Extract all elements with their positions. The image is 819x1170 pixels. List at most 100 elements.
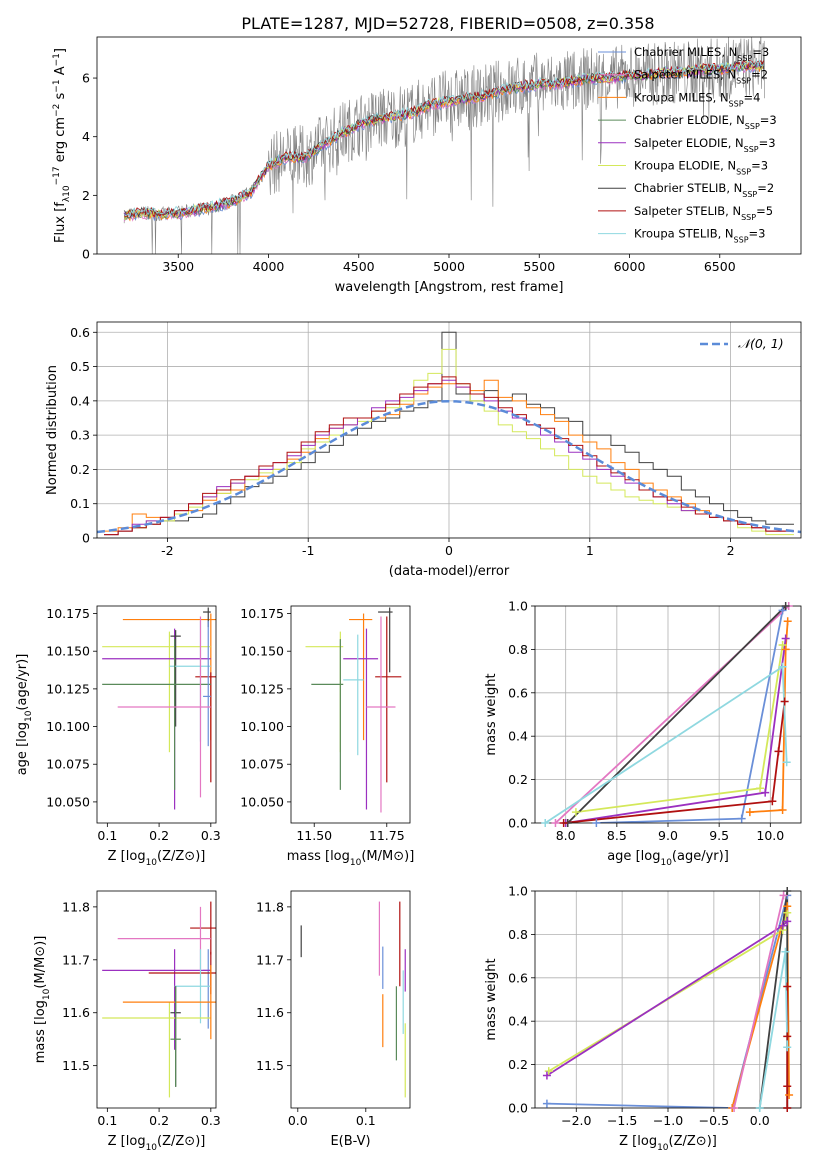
massweight-vs-age-marker (778, 662, 787, 671)
massweight-vs-age-xtick-label: 9.5 (709, 828, 729, 843)
legend-sub: SSP (745, 122, 760, 131)
massweight-vs-z-marker (785, 1090, 794, 1099)
spectrum-xtick-label: 3500 (162, 259, 194, 274)
massweight-vs-z-marker (783, 902, 792, 911)
legend-sub: SSP (736, 167, 751, 176)
spectrum-ytick-label: 6 (82, 71, 90, 86)
mass-vs-z-ytick-label: 11.7 (62, 952, 90, 967)
spectrum-ylabel-part: −17 (52, 166, 62, 185)
residual-hist-xtick-label: 1 (586, 543, 594, 558)
age-vs-z-xlabel-part: (Z/Z (157, 849, 184, 864)
mass-vs-ebv-xtick-label: 0.1 (356, 1113, 376, 1128)
massweight-vs-age-marker (778, 641, 787, 650)
massweight-vs-age-line (563, 701, 786, 823)
massweight-vs-z-marker (783, 1043, 792, 1052)
spectrum-plot (123, 37, 766, 254)
spectrum-ylabel-part: A (53, 66, 68, 79)
mass-vs-z-panel: 0.1 0.2 0.311.511.611.711.8Z [log10(Z/Z⊙)]… (33, 890, 221, 1153)
legend-sub: SSP (729, 99, 744, 108)
massweight-vs-z-panel: −2.0 −1.5 −1.0 −0.5 0.0 0.0 0.2 0.4 0.6 0.8 1.0 Z [… (484, 884, 802, 1153)
histogram-step (104, 376, 794, 536)
legend-sub: SSP (744, 144, 759, 153)
mass-vs-z-ytick-label: 11.8 (62, 899, 90, 914)
figure-title: PLATE=1287, MJD=52728, FIBERID=0508, z=0… (241, 14, 654, 33)
massweight-vs-z-plot (535, 891, 801, 1108)
mass-vs-ebv-panel: 0.0 0.1 11.5 11.6 11.7 11.8 E(B-V) (256, 890, 411, 1149)
massweight-vs-z-xtick-label: −2.0 (561, 1113, 591, 1128)
legend-name: Chabrier STELIB, N (634, 181, 742, 195)
spectrum-xlabel: wavelength [Angstrom, rest frame] (335, 280, 564, 295)
residual-hist-xtick-label: 0 (445, 543, 453, 558)
legend-name: Salpeter MILES, N (634, 68, 736, 82)
massweight-vs-z-xlabel-part: ⊙ (696, 1134, 707, 1149)
mass-vs-z-xlabel: Z [log10(Z/Z⊙)] (108, 1134, 206, 1153)
mass-vs-z-frame (96, 890, 217, 1109)
massweight-vs-z-marker (542, 1071, 551, 1080)
massweight-vs-age-ytick-label: 0.4 (508, 729, 528, 744)
massweight-vs-age-marker (737, 814, 746, 823)
age-vs-mass-xlabel-part: )] (404, 849, 414, 864)
legend-count: =3 (759, 136, 776, 150)
age-vs-mass-plot (305, 607, 402, 813)
age-vs-mass-frame (290, 605, 411, 824)
legend-count: =4 (744, 90, 761, 104)
massweight-vs-z-ytick-label: 0.8 (508, 927, 528, 942)
age-vs-z-ylabel-part: 10 (24, 710, 34, 722)
mass-vs-z-xlabel-part: )] (195, 1134, 205, 1149)
massweight-vs-age-xlabel-part: age [log (607, 849, 660, 864)
massweight-vs-z-ytick-label: 0.2 (508, 1057, 528, 1072)
mass-vs-z-ylabel: mass [log10(M/M⊙)] (33, 936, 52, 1064)
legend-name: Kroupa STELIB, N (634, 227, 734, 241)
massweight-vs-age-marker (778, 805, 787, 814)
age-vs-mass-xtick-label: 11.75 (369, 828, 405, 843)
age-vs-mass-xlabel-part: (M/M (361, 849, 393, 864)
spectrum-xtick-label: 6000 (614, 259, 646, 274)
spectrum-ylabel-part: erg cm (53, 117, 68, 166)
age-vs-z-xtick-label: 0.2 (149, 828, 169, 843)
mass-vs-ebv-frame (290, 890, 411, 1109)
age-vs-mass-ytick-label: 10.075 (240, 757, 284, 772)
age-vs-z-xlabel-part: Z [log (108, 849, 146, 864)
massweight-vs-z-marker (544, 1067, 553, 1076)
age-vs-mass-ytick-label: 10.150 (240, 644, 284, 659)
massweight-vs-z-xtick-label: −1.0 (653, 1113, 683, 1128)
spectrum-xtick-label: 6500 (704, 259, 736, 274)
spectrum-legend-entry: Salpeter ELODIE, NSSP=3 (634, 136, 776, 154)
massweight-vs-z-marker (783, 1082, 792, 1091)
mass-vs-ebv-xlabel: E(B-V) (330, 1134, 370, 1149)
legend-count: =3 (752, 45, 769, 59)
massweight-vs-age-marker (781, 634, 790, 643)
spectrum-legend-entry: Chabrier MILES, NSSP=3 (634, 45, 769, 63)
massweight-vs-age-line (544, 665, 788, 823)
massweight-vs-age-marker (768, 797, 777, 806)
spectrum-legend-entry: Chabrier ELODIE, NSSP=3 (634, 113, 777, 131)
massweight-vs-z-xlabel-part: (Z/Z (669, 1134, 696, 1149)
mass-vs-z-xtick-label: 0.3 (201, 1113, 221, 1128)
massweight-vs-z-ytick-label: 0.6 (508, 970, 528, 985)
massweight-vs-age-xlabel-part: (age/yr)] (672, 849, 729, 864)
legend-sub: SSP (742, 190, 757, 199)
spectrum-xtick-label: 5000 (433, 259, 465, 274)
age-vs-z-frame (96, 605, 217, 824)
massweight-vs-age-xlabel: age [log10(age/yr)] (607, 849, 729, 868)
legend-count: =3 (749, 227, 766, 241)
massweight-vs-age-ytick-label: 0.6 (508, 685, 528, 700)
residual-hist-ytick-label: 0.1 (70, 496, 90, 511)
mass-vs-z-plot (102, 901, 216, 1098)
gaussian-curve (97, 399, 801, 534)
age-vs-mass-panel: 11.50 11.75 10.050 10.075 10.100 10.125 10.150… (240, 605, 414, 868)
legend-sub: SSP (737, 54, 752, 63)
spectrum-ytick-label: 2 (82, 188, 90, 203)
residual-hist-ytick-label: 0.2 (70, 462, 90, 477)
age-vs-z-ytick-label: 10.075 (46, 757, 90, 772)
age-vs-z-ytick-label: 10.050 (46, 794, 90, 809)
massweight-vs-age-xtick-label: 8.0 (556, 828, 576, 843)
age-vs-z-panel: 0.1 0.2 0.3 10.050 10.075 10.100 10.125 10.150 1… (15, 605, 221, 868)
massweight-vs-z-marker (778, 921, 787, 930)
massweight-vs-z-marker (779, 891, 788, 900)
massweight-vs-z-xlabel-part: Z [log (619, 1134, 657, 1149)
legend-name: Chabrier MILES, N (634, 45, 737, 59)
age-vs-z-plot (102, 607, 216, 810)
spectrum-model-line (123, 61, 765, 220)
age-vs-z-ytick-label: 10.100 (46, 719, 90, 734)
